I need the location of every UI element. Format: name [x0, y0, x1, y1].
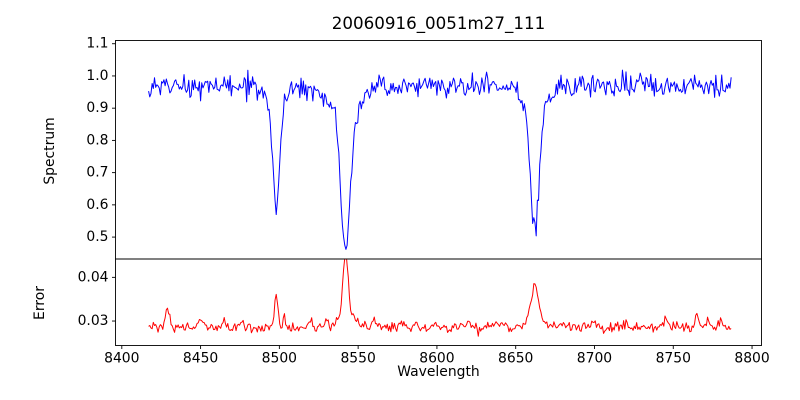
x-tick-label: 8800: [734, 351, 769, 367]
x-tick-label: 8650: [498, 351, 533, 367]
x-axis-label: Wavelength: [397, 364, 480, 380]
spectrum-series-line: [148, 69, 732, 250]
spectrum-y-tick-label: 0.6: [86, 197, 108, 213]
x-tick-label: 8600: [419, 351, 454, 367]
x-tick-label: 8500: [262, 351, 297, 367]
spectrum-y-tick-label: 0.7: [86, 165, 108, 181]
x-tick-label: 8450: [183, 351, 218, 367]
error-series-line: [148, 259, 732, 337]
error-y-tick-label: 0.04: [78, 269, 109, 285]
spectrum-y-tick-label: 0.8: [86, 132, 108, 148]
spectrum-panel-frame: [115, 40, 762, 260]
error-y-tick-label: 0.03: [78, 313, 109, 329]
chart-title: 20060916_0051m27_111: [331, 13, 546, 33]
error-panel-frame: [115, 258, 762, 346]
spectrum-y-tick-label: 1.0: [86, 68, 108, 84]
spectrum-y-tick-label: 0.9: [86, 100, 108, 116]
x-tick-label: 8400: [104, 351, 139, 367]
x-tick-label: 8750: [656, 351, 691, 367]
spectrum-y-tick-label: 0.5: [86, 229, 108, 245]
x-tick-label: 8700: [577, 351, 612, 367]
spectrum-y-tick-label: 1.1: [86, 36, 108, 52]
x-tick-label: 8550: [340, 351, 375, 367]
